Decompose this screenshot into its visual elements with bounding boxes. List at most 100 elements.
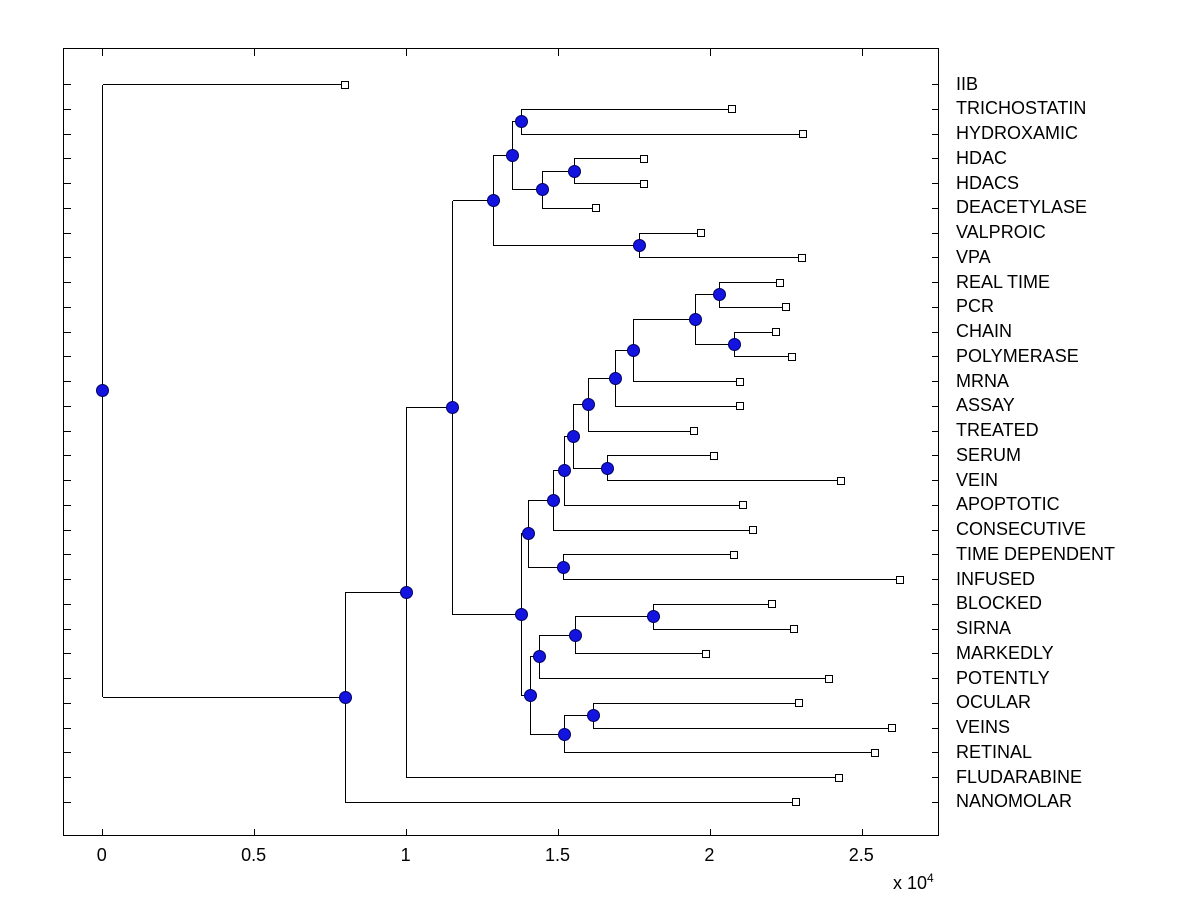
leaf-marker	[794, 699, 803, 708]
leaf-label: MARKEDLY	[956, 642, 1054, 663]
leaf-marker	[771, 328, 780, 336]
tree-branch-horizontal	[593, 702, 799, 704]
leaf-label: VEINS	[956, 717, 1011, 737]
y-tick-left	[63, 306, 71, 308]
tree-branch-horizontal	[574, 158, 644, 160]
y-tick-left	[63, 108, 71, 110]
y-tick-left	[63, 727, 71, 729]
y-tick-left	[63, 777, 71, 778]
leaf-label: MRNA	[956, 370, 1009, 391]
internal-node-marker	[338, 690, 352, 704]
y-tick-right	[931, 529, 939, 531]
leaf-marker	[639, 179, 648, 188]
exponent-power: 4	[927, 871, 934, 885]
y-tick-right	[931, 257, 939, 259]
internal-node-marker	[446, 401, 460, 415]
leaf-marker	[701, 649, 710, 658]
internal-node-marker	[505, 149, 519, 163]
leaf-label: FLUDARABINE	[956, 766, 1083, 787]
internal-node-marker	[608, 371, 622, 385]
x-tick-label: 2	[704, 845, 715, 865]
x-tick-bottom	[861, 829, 863, 836]
tree-branch-horizontal	[653, 603, 772, 605]
internal-node-marker	[568, 628, 582, 642]
tree-branch-horizontal	[528, 566, 564, 568]
tree-branch-horizontal	[542, 207, 596, 209]
y-tick-left	[63, 554, 71, 556]
leaf-label: VALPROIC	[956, 222, 1046, 242]
internal-node-marker	[646, 610, 660, 624]
leaf-label: NANOMOLAR	[956, 791, 1073, 812]
internal-node-marker	[514, 608, 528, 622]
y-tick-right	[931, 356, 939, 358]
tree-branch-horizontal	[573, 404, 589, 406]
leaf-marker	[748, 526, 757, 534]
y-tick-left	[63, 158, 71, 160]
internal-node-marker	[566, 429, 580, 443]
leaf-label: SERUM	[956, 444, 1022, 465]
leaf-label: VEIN	[956, 469, 999, 490]
leaf-marker	[775, 278, 784, 287]
leaf-label: SIRNA	[956, 618, 1012, 638]
internal-node-marker	[521, 527, 535, 541]
y-tick-left	[63, 801, 71, 803]
tree-branch-horizontal	[528, 499, 554, 501]
internal-node-marker	[727, 337, 741, 351]
y-tick-left	[63, 331, 71, 333]
tree-branch-horizontal	[633, 381, 740, 382]
tree-branch-horizontal	[102, 84, 345, 85]
y-tick-left	[63, 628, 71, 630]
y-tick-left	[63, 232, 71, 234]
tree-branch-horizontal	[588, 430, 694, 432]
y-tick-left	[63, 455, 71, 457]
tree-branch-horizontal	[639, 257, 802, 259]
x-tick-top	[709, 49, 711, 56]
y-tick-left	[63, 84, 71, 85]
tree-branch-horizontal	[539, 634, 576, 636]
y-tick-right	[931, 653, 939, 655]
leaf-marker	[870, 748, 879, 757]
leaf-marker	[824, 674, 833, 683]
y-tick-left	[63, 480, 71, 481]
tree-branch-horizontal	[563, 554, 734, 556]
leaf-marker	[797, 253, 806, 262]
axis-exponent-label: x 104	[893, 871, 934, 894]
internal-node-marker	[567, 164, 581, 178]
y-tick-left	[63, 405, 71, 407]
y-tick-left	[63, 529, 71, 531]
y-tick-left	[63, 603, 71, 605]
y-tick-left	[63, 678, 71, 679]
y-tick-left	[63, 702, 71, 704]
leaf-marker	[591, 204, 600, 213]
tree-branch-horizontal	[530, 733, 565, 735]
leaf-marker	[791, 798, 800, 807]
tree-branch-horizontal	[615, 405, 740, 407]
leaf-marker	[709, 451, 718, 460]
leaf-label: BLOCKED	[956, 593, 1043, 614]
x-tick-label: 0	[96, 845, 107, 865]
tree-branch-horizontal	[695, 294, 720, 296]
leaf-marker	[895, 575, 904, 584]
plot-area	[62, 48, 939, 836]
y-tick-right	[931, 777, 939, 778]
y-tick-left	[63, 752, 71, 754]
tree-branch-horizontal	[607, 480, 841, 481]
y-tick-right	[931, 678, 939, 679]
tree-branch-horizontal	[719, 306, 786, 308]
x-tick-top	[558, 49, 559, 56]
leaf-marker	[735, 377, 744, 386]
internal-node-marker	[556, 560, 570, 574]
tree-branch-horizontal	[512, 189, 543, 191]
leaf-marker	[787, 352, 796, 361]
leaf-marker	[887, 724, 896, 732]
leaf-marker	[834, 773, 843, 782]
leaf-marker	[639, 154, 648, 163]
y-tick-left	[63, 133, 71, 135]
internal-node-marker	[586, 709, 600, 723]
tree-branch-horizontal	[588, 377, 616, 379]
leaf-label: POLYMERASE	[956, 345, 1079, 366]
leaf-marker	[798, 130, 807, 138]
tree-branch-horizontal	[653, 628, 794, 630]
x-tick-top	[861, 49, 863, 56]
y-tick-left	[63, 282, 71, 283]
